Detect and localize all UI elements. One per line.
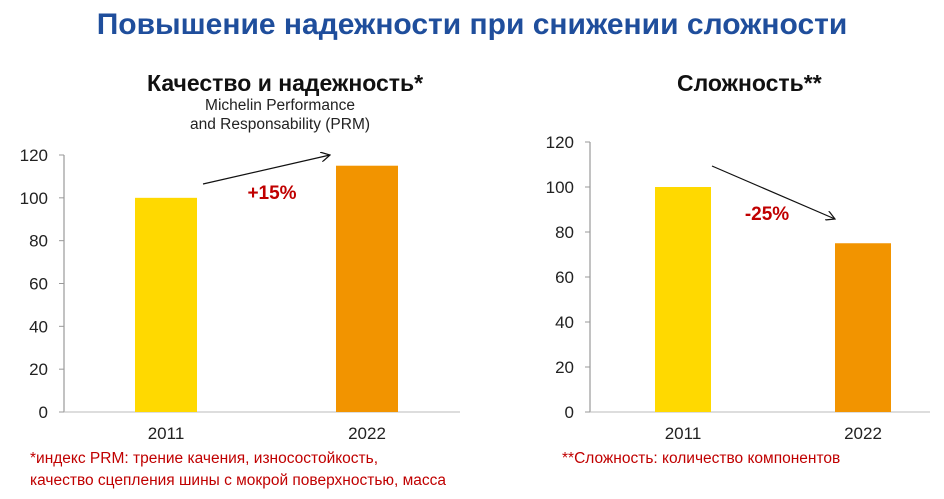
y-tick-label: 120 [20,146,48,165]
chart-1-footnote: *индекс PRM: трение качения, износостойк… [30,448,446,492]
y-tick-label: 20 [555,358,574,377]
y-tick-label: 20 [29,360,48,379]
chart-1-annotation: +15% [247,183,296,204]
y-tick-label: 80 [29,232,48,251]
chart-2-title: Сложность** [677,70,822,96]
x-tick-label: 2022 [844,424,882,443]
bar-2011 [655,187,711,412]
y-tick-label: 80 [555,223,574,242]
y-tick-label: 0 [39,403,48,422]
chart-2-annotation: -25% [745,204,789,225]
chart-1-subtitle-line: and Responsability (PRM) [189,116,371,133]
chart-1-subtitle: Michelin Performance and Responsability … [170,96,390,134]
footnote-line: качество сцепления шины с мокрой поверхн… [30,472,447,489]
decrease-arrow [711,165,835,219]
bar-2011 [135,197,197,412]
chart-1: 0 20 40 60 80 100 120 2011 2022 [20,146,460,443]
y-tick-label: 60 [29,275,48,294]
chart-1-subtitle-line: Michelin Performance [205,97,355,114]
bar-2022 [835,243,891,412]
x-tick-label: 2011 [148,424,185,443]
bar-2022 [336,165,398,412]
y-tick-label: 100 [546,178,574,197]
footnote-line: *индекс PRM: трение качения, износостойк… [30,450,379,467]
y-tick-label: 60 [555,268,574,287]
y-tick-label: 100 [20,189,48,208]
y-tick-label: 0 [565,403,574,422]
chart-2-footnote: **Сложность: количество компонентов [562,448,840,470]
chart-1-title: Качество и надежность* [147,70,424,96]
increase-arrow [202,155,330,185]
x-tick-label: 2022 [348,424,386,443]
x-tick-label: 2011 [665,424,702,443]
chart-2: 0 20 40 60 80 100 120 2011 2022 [546,133,930,443]
y-tick-label: 40 [555,313,574,332]
slide-title: Повышение надежности при снижении сложно… [96,8,848,41]
y-tick-label: 40 [29,317,48,336]
footnote-line: **Сложность: количество компонентов [562,450,841,467]
y-tick-label: 120 [546,133,574,152]
